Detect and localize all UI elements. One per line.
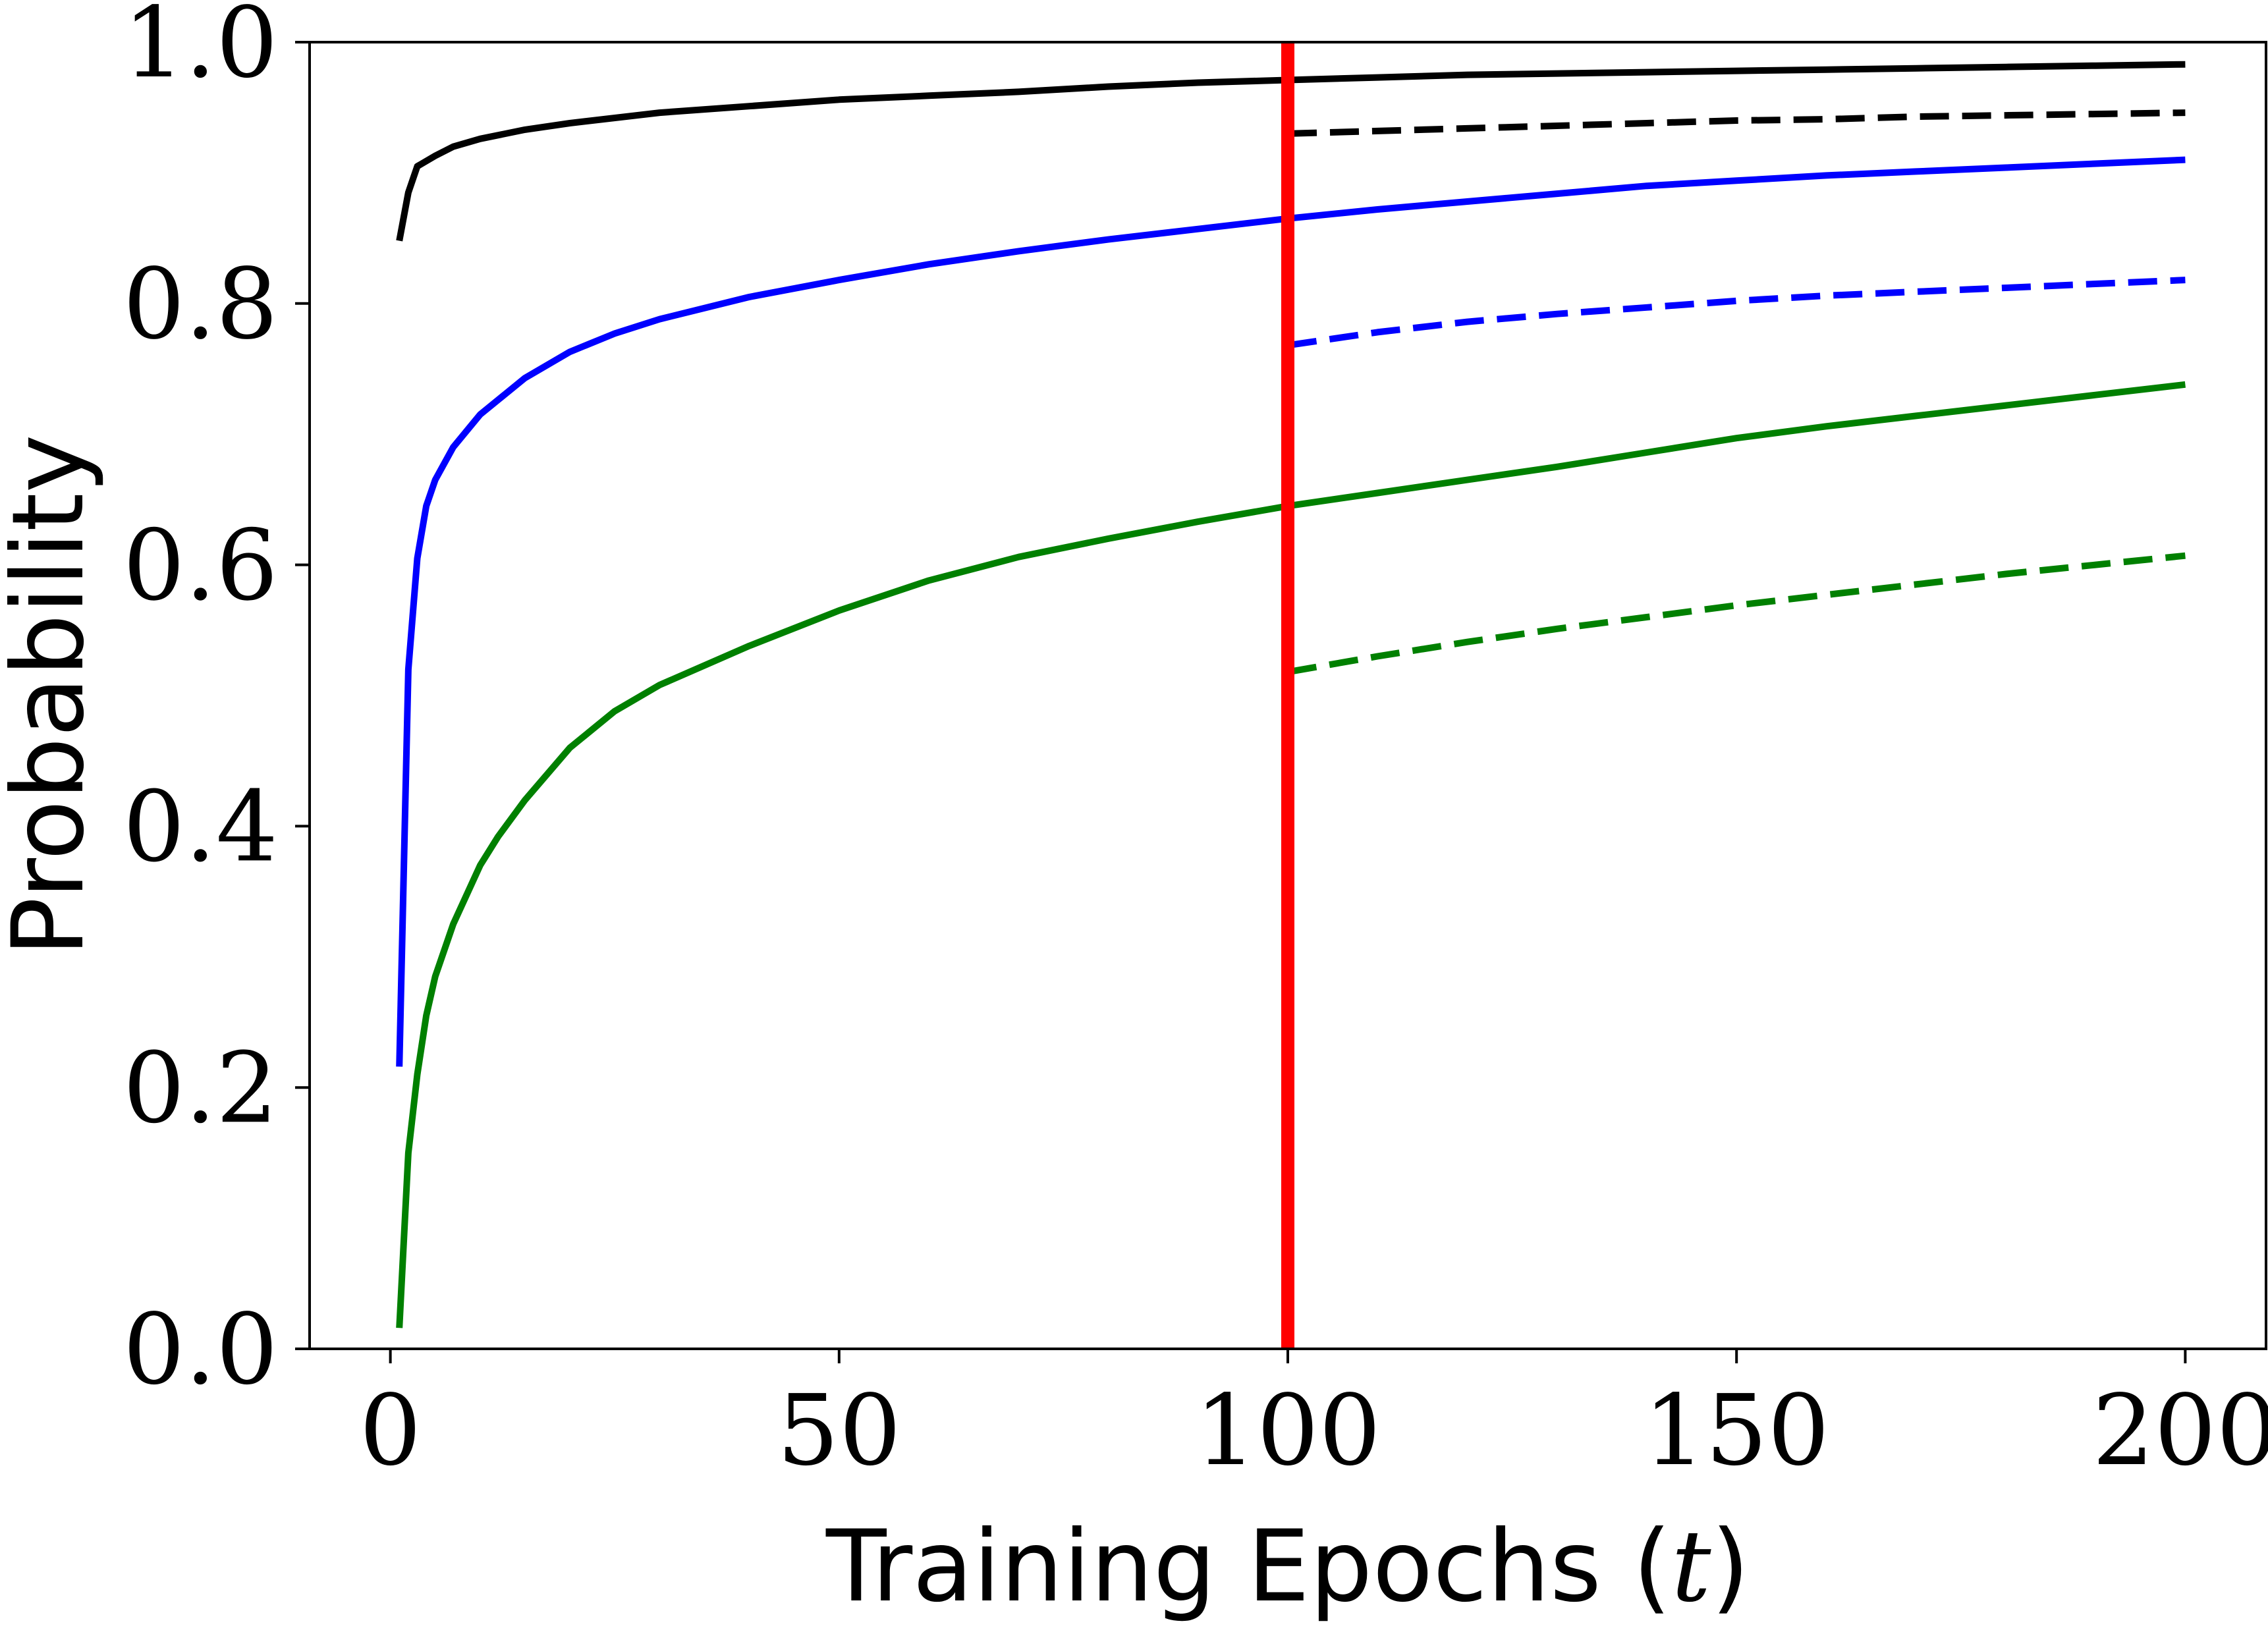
y-axis: 0.0 0.2 0.4 0.6 0.8 1.0	[123, 0, 310, 1406]
y-tick-label: 0.6	[123, 509, 278, 622]
x-tick-label: 150	[1644, 1374, 1830, 1487]
x-tick-label: 0	[360, 1374, 422, 1487]
x-axis: 0 50 100 150 200	[360, 1349, 2268, 1487]
y-tick-label: 0.0	[123, 1293, 278, 1406]
y-axis-title: Probability	[0, 435, 106, 957]
x-axis-title-text: Training Epochs (	[825, 1510, 1671, 1624]
black-dashed-series-line	[1287, 109, 2186, 137]
x-axis-title-close: )	[1711, 1510, 1750, 1624]
y-tick-label: 0.4	[123, 770, 278, 883]
green-solid-series-line	[396, 381, 2186, 1328]
blue-dashed-series-line	[1287, 277, 2186, 349]
plot-area	[396, 42, 2186, 1349]
y-tick-label: 1.0	[123, 0, 278, 99]
y-tick-label: 0.2	[123, 1031, 278, 1145]
x-axis-title-variable: t	[1671, 1510, 1711, 1624]
y-tick-label: 0.8	[123, 248, 278, 361]
x-tick-label: 200	[2092, 1374, 2268, 1487]
green-dashed-series-line	[1287, 552, 2186, 676]
black-solid-series-line	[396, 61, 2186, 242]
x-tick-label: 50	[777, 1374, 901, 1487]
blue-solid-series-line	[396, 156, 2186, 1067]
x-axis-title: Training Epochs (t)	[825, 1510, 1750, 1624]
x-tick-label: 100	[1195, 1374, 1381, 1487]
